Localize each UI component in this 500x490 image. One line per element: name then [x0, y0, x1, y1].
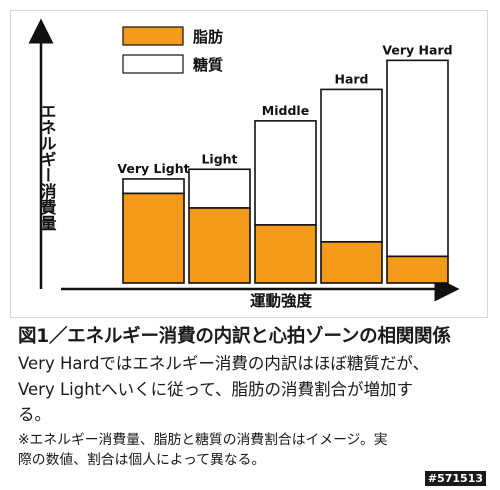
bar-carb-very-light — [122, 178, 185, 195]
figure-caption-title: 図1／エネルギー消費の内訳と心拍ゾーンの相関関係 — [18, 326, 451, 347]
caption-body-line-3: る。 — [18, 405, 51, 424]
x-axis-label: 運動強度 — [250, 291, 313, 310]
legend-label-0: 脂肪 — [193, 28, 223, 46]
legend-swatch-0 — [122, 26, 184, 46]
bar-category-label: Very Hard — [382, 42, 452, 57]
bar-fat-very-hard — [386, 255, 449, 284]
bar-category-label: Very Light — [117, 161, 189, 176]
bar-carb-middle — [254, 120, 317, 226]
bar-carb-very-hard — [386, 59, 449, 258]
legend-swatch-1 — [122, 54, 184, 74]
bar-fat-light — [188, 207, 251, 284]
caption-note-line-2: 際の数値、割合は個人によって異なる。 — [18, 452, 266, 468]
caption-body-line-1: Very Hardではエネルギー消費の内訳はほぼ糖質だが、 — [18, 354, 430, 373]
bar-category-label: Hard — [334, 71, 368, 86]
bar-category-label: Middle — [262, 103, 309, 118]
legend-label-1: 糖質 — [193, 56, 223, 74]
figure-panel: エネルギー消費量運動強度 Very Light Light Middle Hard Ver… — [10, 10, 488, 318]
bar-category-label: Light — [201, 151, 237, 166]
bar-fat-middle — [254, 224, 317, 284]
bar-carb-light — [188, 168, 251, 209]
caption-body-line-2: Very Lightへいくに従って、脂肪の消費割合が増加す — [18, 380, 413, 399]
image-id-label: #571513 — [424, 471, 486, 486]
bar-fat-hard — [320, 241, 383, 284]
bar-fat-very-light — [122, 192, 185, 284]
bar-carb-hard — [320, 88, 383, 243]
caption-note-line-1: ※エネルギー消費量、脂肪と糖質の消費割合はイメージ。実 — [18, 432, 388, 448]
y-axis-label: エネルギー消費量 — [38, 103, 57, 231]
